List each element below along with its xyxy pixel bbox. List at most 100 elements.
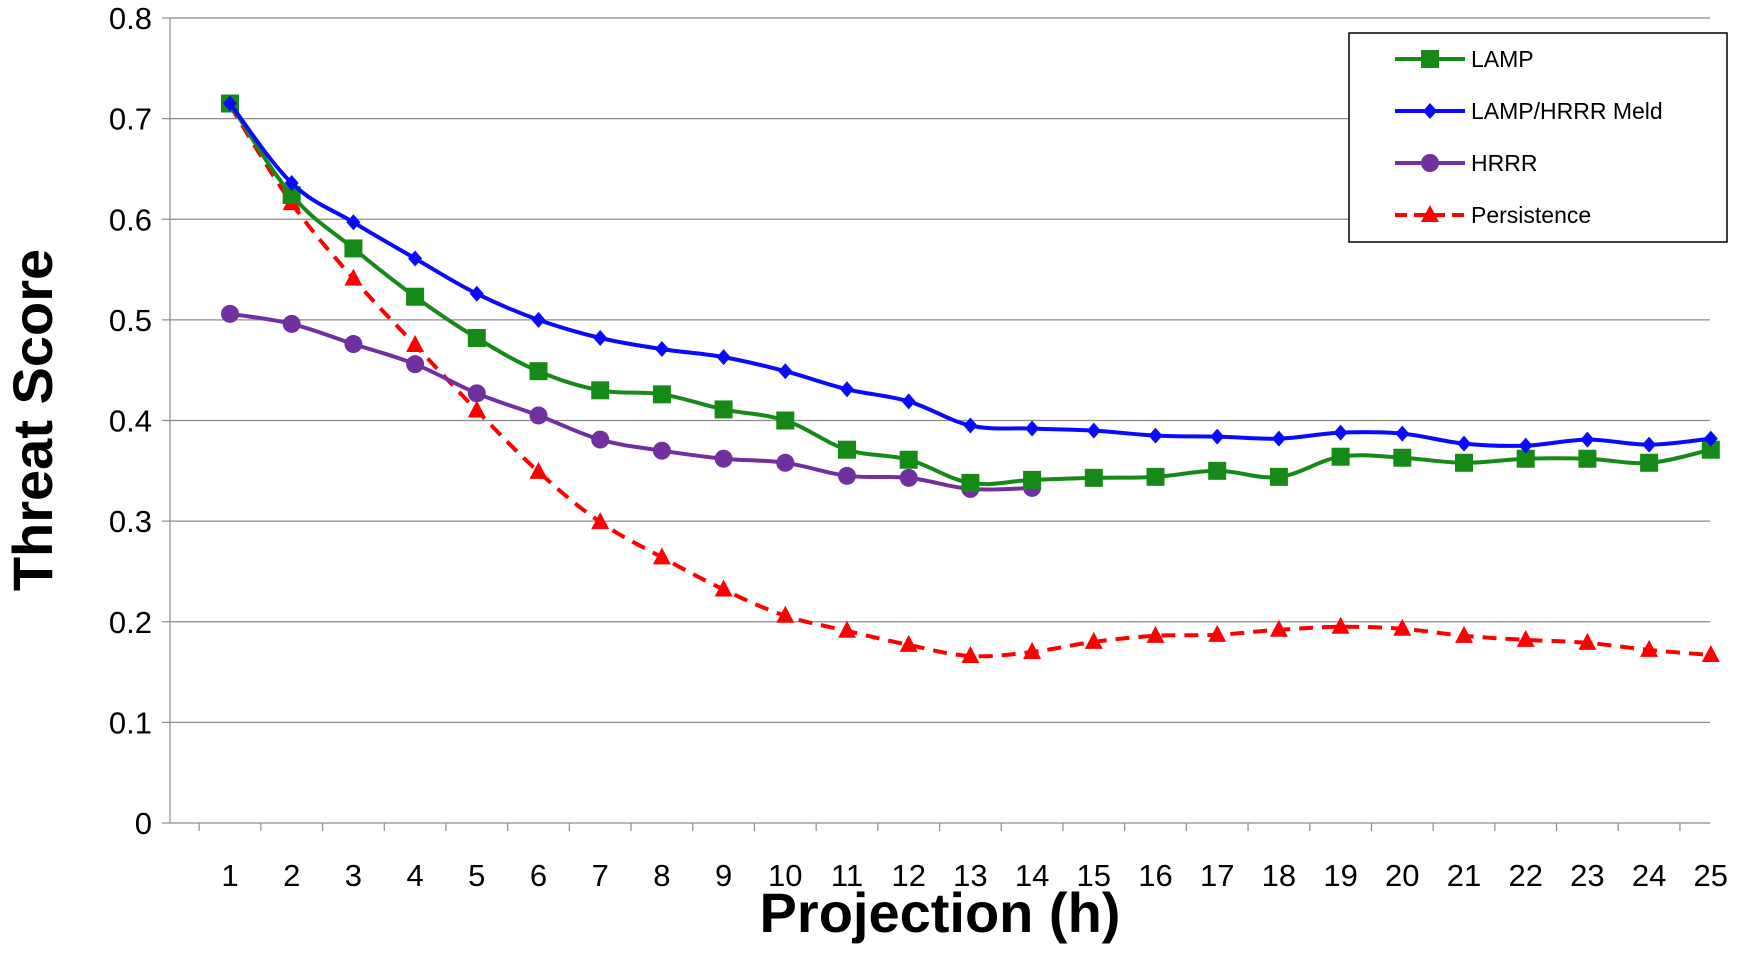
data-point-persistence xyxy=(1393,618,1412,636)
legend-marker xyxy=(1423,103,1437,119)
x-tick-label: 12 xyxy=(891,858,925,893)
data-point-persistence xyxy=(1208,624,1227,642)
data-point-lamp-hrrr-meld xyxy=(963,417,978,434)
data-point-lamp xyxy=(467,328,486,347)
y-tick-label: 0.1 xyxy=(109,705,152,740)
legend-marker xyxy=(1421,50,1439,68)
y-tick-label: 0.6 xyxy=(109,202,152,237)
data-point-lamp-hrrr-meld xyxy=(1518,437,1533,454)
data-point-lamp-hrrr-meld xyxy=(778,363,793,380)
data-point-lamp-hrrr-meld xyxy=(531,311,546,328)
data-point-lamp xyxy=(1023,470,1042,489)
data-point-lamp xyxy=(1455,453,1473,472)
y-tick-label: 0.2 xyxy=(109,605,152,640)
data-point-lamp xyxy=(282,186,301,205)
data-point-persistence xyxy=(591,512,610,530)
data-point-lamp-hrrr-meld xyxy=(1148,427,1163,444)
data-point-hrrr xyxy=(591,430,610,449)
data-point-lamp-hrrr-meld xyxy=(1210,428,1225,445)
data-point-lamp xyxy=(1393,448,1412,467)
gridlines xyxy=(170,17,1710,723)
data-point-persistence xyxy=(1516,629,1535,647)
x-axis-title: Projection (h) xyxy=(760,881,1121,944)
y-tick-label: 0.4 xyxy=(109,404,152,439)
data-point-hrrr xyxy=(221,304,239,323)
data-point-lamp xyxy=(652,385,671,404)
data-point-lamp-hrrr-meld xyxy=(901,393,916,410)
data-point-persistence xyxy=(1701,644,1720,662)
data-point-persistence xyxy=(1146,625,1165,643)
data-point-lamp xyxy=(1084,468,1103,487)
data-point-lamp-hrrr-meld xyxy=(223,95,237,112)
data-point-lamp-hrrr-meld xyxy=(1025,420,1040,437)
x-tick-label: 10 xyxy=(768,858,802,893)
data-point-lamp-hrrr-meld xyxy=(1457,435,1471,452)
data-point-lamp xyxy=(776,411,795,430)
x-tick-label: 23 xyxy=(1570,858,1604,893)
data-point-persistence xyxy=(529,461,548,479)
x-tick-label: 13 xyxy=(953,858,987,893)
x-tick-label: 3 xyxy=(345,858,362,893)
legend-label: Persistence xyxy=(1471,202,1591,228)
data-point-lamp-hrrr-meld xyxy=(1580,431,1595,448)
x-tick-label: 22 xyxy=(1508,858,1542,893)
x-tick-label: 17 xyxy=(1200,858,1234,893)
data-point-lamp-hrrr-meld xyxy=(716,349,731,366)
y-tick-label: 0 xyxy=(135,806,152,841)
data-point-lamp-hrrr-meld xyxy=(840,381,854,398)
data-point-persistence xyxy=(1084,631,1103,649)
legend-label: LAMP xyxy=(1471,46,1534,72)
x-tick-label: 6 xyxy=(530,858,547,893)
tick-labels: 00.10.20.30.40.50.60.70.81 2 3 4 5 6 7 8 9 10 11 12… xyxy=(109,1,1728,893)
legend-box xyxy=(1348,32,1728,243)
y-tick-label: 0.3 xyxy=(109,504,152,539)
data-point-lamp xyxy=(529,362,548,381)
x-tick-label: 24 xyxy=(1632,858,1666,893)
data-point-hrrr xyxy=(652,441,671,460)
data-point-persistence xyxy=(344,268,363,286)
x-tick-label: 21 xyxy=(1447,858,1481,893)
legend-item-persistence: Persistence xyxy=(1395,202,1591,228)
y-axis-title: Threat Score xyxy=(1,249,64,591)
series-lamp xyxy=(221,94,1720,492)
series-hrrr xyxy=(221,304,1042,498)
data-point-lamp xyxy=(591,381,610,400)
data-point-persistence xyxy=(838,620,856,638)
data-point-lamp xyxy=(1516,449,1535,468)
legend-marker xyxy=(1421,154,1439,172)
y-tick-label: 0.8 xyxy=(109,1,152,36)
data-point-hrrr xyxy=(282,314,301,333)
data-point-lamp xyxy=(961,473,980,492)
data-point-persistence xyxy=(1640,639,1659,657)
data-point-hrrr xyxy=(899,468,918,487)
data-point-persistence xyxy=(467,400,486,418)
data-point-hrrr xyxy=(467,384,486,403)
data-point-persistence xyxy=(1331,616,1350,634)
x-tick-label: 25 xyxy=(1694,858,1728,893)
data-point-persistence xyxy=(652,547,671,565)
legend-marker xyxy=(1421,205,1439,222)
data-point-persistence xyxy=(1578,632,1597,650)
x-tick-label: 14 xyxy=(1015,858,1049,893)
series-persistence xyxy=(221,95,1720,663)
y-tick-label: 0.7 xyxy=(109,102,152,137)
data-point-lamp xyxy=(406,287,425,306)
data-point-lamp-hrrr-meld xyxy=(346,214,361,231)
data-point-lamp xyxy=(1269,467,1288,486)
data-point-lamp xyxy=(344,239,363,258)
data-point-lamp-hrrr-meld xyxy=(408,250,423,267)
legend: LAMP LAMP/HRRR Meld HRRR Persistence xyxy=(1348,32,1728,243)
x-tick-label: 19 xyxy=(1323,858,1357,893)
data-point-lamp-hrrr-meld xyxy=(469,285,484,302)
data-point-lamp xyxy=(1208,461,1227,480)
x-tick-label: 1 xyxy=(221,858,238,893)
data-point-persistence xyxy=(961,645,980,663)
x-tick-label: 20 xyxy=(1385,858,1419,893)
data-point-lamp xyxy=(899,450,918,469)
x-tick-label: 7 xyxy=(592,858,609,893)
data-point-lamp xyxy=(714,400,733,419)
data-point-persistence xyxy=(714,579,733,597)
data-point-lamp-hrrr-meld xyxy=(593,329,608,346)
x-tick-label: 18 xyxy=(1262,858,1296,893)
